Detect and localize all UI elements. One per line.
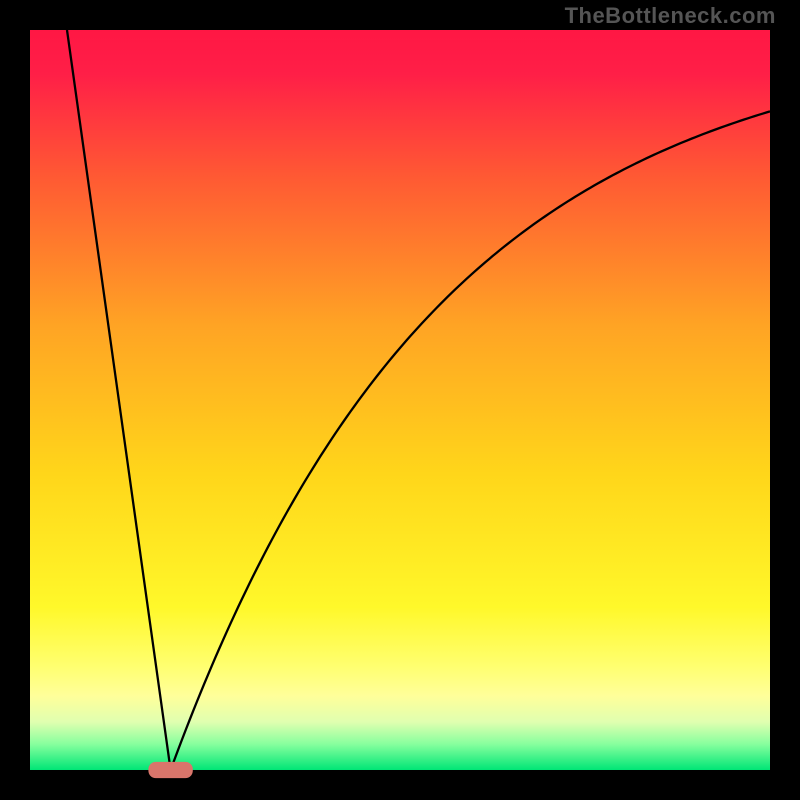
watermark-text: TheBottleneck.com (565, 3, 776, 29)
bottleneck-chart (0, 0, 800, 800)
plot-background (30, 30, 770, 770)
trough-marker (148, 762, 192, 778)
outer-frame: TheBottleneck.com (0, 0, 800, 800)
